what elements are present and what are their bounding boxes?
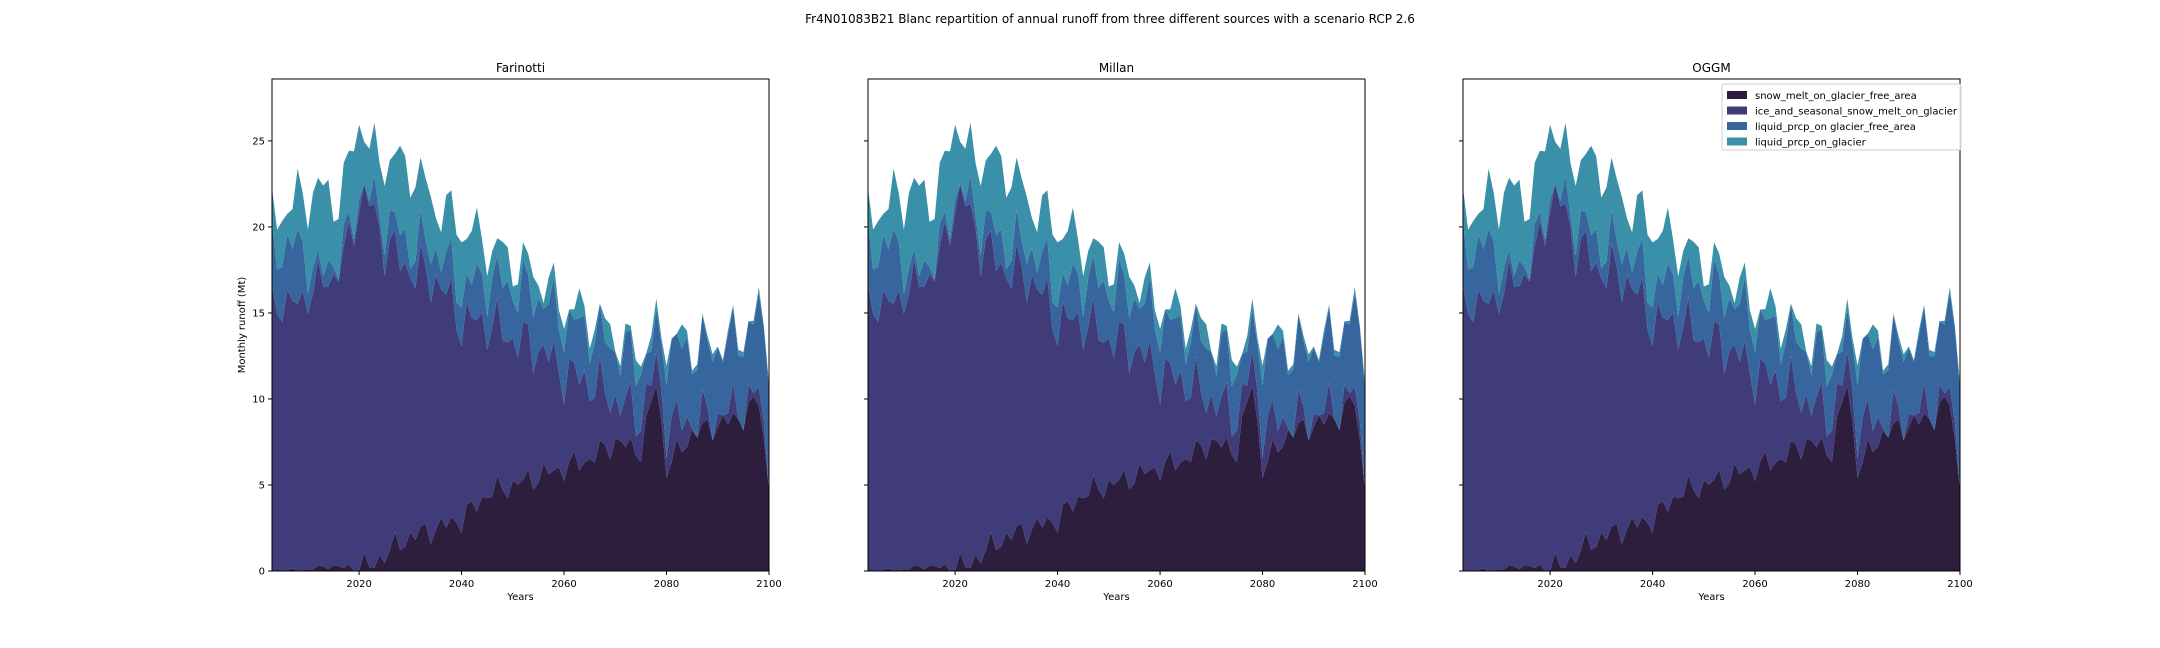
stacked-area-group bbox=[1463, 122, 1960, 571]
x-tick-label: 2040 bbox=[1045, 579, 1070, 590]
legend-label: ice_and_seasonal_snow_melt_on_glacier bbox=[1755, 107, 1958, 118]
y-tick-label: 5 bbox=[259, 480, 265, 491]
panels: Farinotti 2020 2040 2060 2080 2100 0 5 10 15 20 25 Y… bbox=[237, 61, 1973, 603]
legend-swatch bbox=[1727, 137, 1747, 146]
legend-swatch bbox=[1727, 122, 1747, 130]
legend-label: liquid_prcp_on glacier_free_area bbox=[1755, 122, 1916, 133]
panel-title: OGGM bbox=[1692, 61, 1730, 75]
panel-title: Farinotti bbox=[496, 61, 545, 75]
x-tick-label: 2020 bbox=[942, 579, 967, 590]
x-tick-label: 2040 bbox=[1640, 579, 1665, 590]
legend-box bbox=[1721, 83, 1962, 151]
legend: snow_melt_on_glacier_free_area ice_and_se… bbox=[1721, 83, 1962, 151]
axes-frame bbox=[1462, 78, 1961, 572]
y-tick-label: 0 bbox=[259, 567, 265, 578]
area-series-liquid-prcp-on-glacier bbox=[272, 122, 769, 389]
x-tick-label: 2080 bbox=[1250, 579, 1275, 590]
area-series-ice-and-seasonal-snow-melt-on-glacier bbox=[1463, 183, 1960, 571]
x-axis-label: Years bbox=[1102, 592, 1129, 603]
y-tick-label: 25 bbox=[252, 136, 265, 147]
x-tick-label: 2060 bbox=[551, 579, 576, 590]
x-axis-label: Years bbox=[1697, 592, 1724, 603]
x-tick-label: 2080 bbox=[654, 579, 679, 590]
area-series-snow-melt-on-glacier-free-area bbox=[868, 385, 1365, 571]
area-series-snow-melt-on-glacier-free-area bbox=[272, 385, 769, 571]
area-series-liquid-prcp-on-glacier bbox=[1463, 122, 1960, 389]
axes-frame bbox=[867, 78, 1366, 572]
panel-farinotti: Farinotti 2020 2040 2060 2080 2100 0 5 10 15 20 25 Y… bbox=[237, 61, 782, 603]
x-tick-label: 2100 bbox=[756, 579, 781, 590]
legend-swatch bbox=[1727, 91, 1747, 99]
area-series-liquid-prcp-on-glacier-free-area bbox=[1463, 175, 1960, 491]
x-tick-label: 2020 bbox=[346, 579, 371, 590]
x-tick-label: 2100 bbox=[1352, 579, 1377, 590]
legend-label: snow_melt_on_glacier_free_area bbox=[1755, 91, 1917, 102]
x-tick-label: 2080 bbox=[1845, 579, 1870, 590]
x-tick-label: 2060 bbox=[1147, 579, 1172, 590]
y-tick-label: 20 bbox=[252, 222, 265, 233]
y-tick-label: 15 bbox=[252, 308, 265, 319]
axes-frame bbox=[271, 78, 770, 572]
panel-oggm: OGGM 2020 2040 2060 2080 2100 Years snow_melt_o… bbox=[1459, 61, 1973, 603]
panel-millan: Millan 2020 2040 2060 2080 2100 Years bbox=[864, 61, 1378, 603]
area-series-liquid-prcp-on-glacier-free-area bbox=[868, 175, 1365, 491]
x-tick-label: 2040 bbox=[449, 579, 474, 590]
panel-title: Millan bbox=[1099, 61, 1134, 75]
y-tick-label: 10 bbox=[252, 394, 265, 405]
x-tick-label: 2020 bbox=[1537, 579, 1562, 590]
y-axis-label: Monthly runoff (Mt) bbox=[237, 277, 248, 374]
x-axis-label: Years bbox=[506, 592, 533, 603]
area-series-snow-melt-on-glacier-free-area bbox=[1463, 385, 1960, 571]
area-series-ice-and-seasonal-snow-melt-on-glacier bbox=[272, 183, 769, 571]
x-tick-label: 2060 bbox=[1742, 579, 1767, 590]
area-series-liquid-prcp-on-glacier bbox=[868, 122, 1365, 389]
stacked-area-group bbox=[272, 122, 769, 571]
area-series-ice-and-seasonal-snow-melt-on-glacier bbox=[868, 183, 1365, 571]
x-tick-label: 2100 bbox=[1947, 579, 1972, 590]
legend-swatch bbox=[1727, 106, 1747, 115]
figure-title: Fr4N01083B21 Blanc repartition of annual… bbox=[805, 12, 1415, 26]
stacked-area-group bbox=[868, 122, 1365, 571]
legend-label: liquid_prcp_on_glacier bbox=[1755, 138, 1867, 149]
area-series-liquid-prcp-on-glacier-free-area bbox=[272, 175, 769, 491]
